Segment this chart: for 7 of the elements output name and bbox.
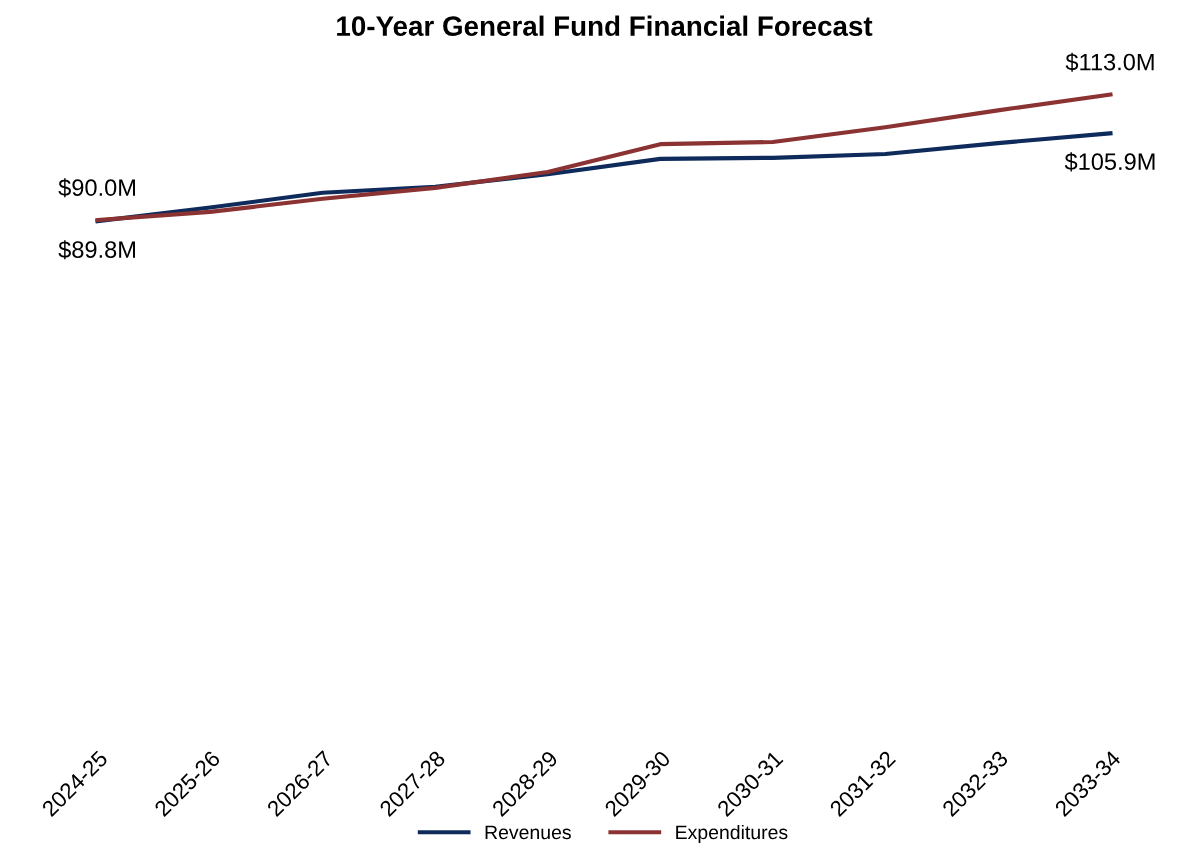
data-label: $113.0M xyxy=(1065,52,1154,72)
data-label: $90.0M xyxy=(58,178,135,198)
data-label: $105.9M xyxy=(1064,152,1155,172)
chart-title: 10-Year General Fund Financial Forecast xyxy=(337,15,873,36)
legend-label: Expenditures xyxy=(676,824,788,844)
data-label: $89.8M xyxy=(58,240,135,260)
legend-label: Revenues xyxy=(485,825,571,840)
